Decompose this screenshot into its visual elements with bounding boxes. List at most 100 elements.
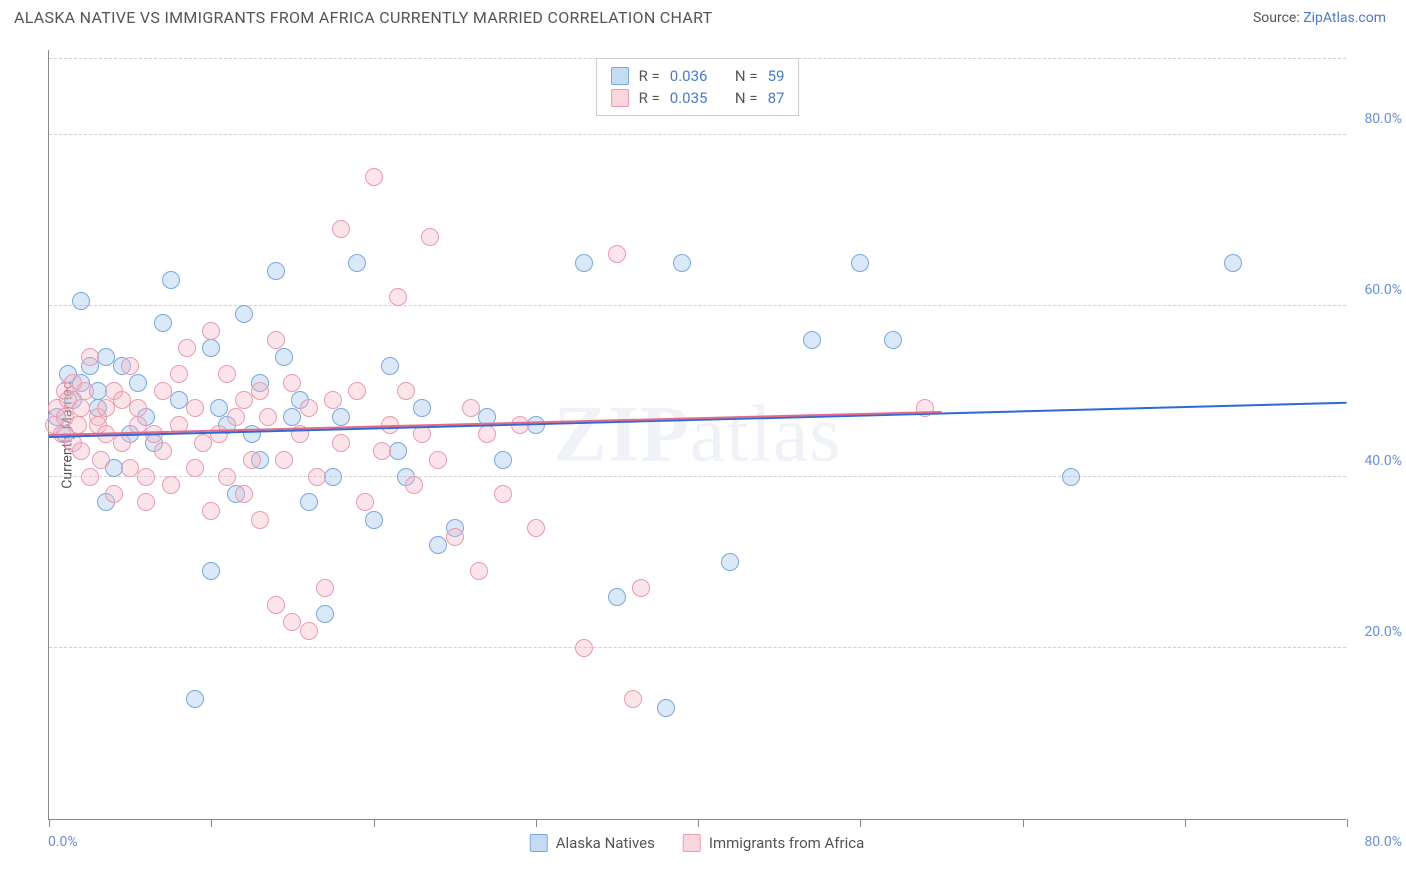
gridline (49, 476, 1346, 477)
data-point (202, 339, 220, 357)
data-point (113, 391, 131, 409)
data-point (186, 690, 204, 708)
data-point (632, 579, 650, 597)
swatch-africa-icon (611, 89, 629, 107)
data-point (405, 476, 423, 494)
plot-area: ZIPatlas R = 0.036 N = 59 R = 0.035 N = … (48, 50, 1346, 820)
data-point (1062, 468, 1080, 486)
legend-stats-row-a: R = 0.036 N = 59 (611, 65, 785, 87)
data-point (275, 451, 293, 469)
data-point (129, 374, 147, 392)
data-point (324, 468, 342, 486)
data-point (300, 399, 318, 417)
data-point (275, 348, 293, 366)
data-point (210, 399, 228, 417)
data-point (332, 434, 350, 452)
x-tick (1023, 819, 1024, 827)
data-point (494, 485, 512, 503)
gridline (49, 58, 1346, 59)
gridline (49, 134, 1346, 135)
data-point (316, 579, 334, 597)
y-tick-label: 20.0% (1364, 624, 1402, 640)
data-point (308, 468, 326, 486)
data-point (657, 699, 675, 717)
data-point (154, 382, 172, 400)
data-point (470, 562, 488, 580)
legend-label-alaska: Alaska Natives (556, 834, 655, 852)
data-point (446, 528, 464, 546)
data-point (348, 382, 366, 400)
legend-n-label: N = (735, 67, 758, 85)
data-point (575, 639, 593, 657)
x-axis-label-max: 80.0% (1364, 834, 1402, 850)
data-point (494, 451, 512, 469)
x-tick (1185, 819, 1186, 827)
data-point (210, 425, 228, 443)
data-point (121, 459, 139, 477)
data-point (162, 271, 180, 289)
legend-r-label: R = (639, 67, 660, 85)
legend-item-africa: Immigrants from Africa (683, 834, 864, 852)
swatch-alaska-icon (530, 834, 548, 852)
data-point (381, 357, 399, 375)
data-point (300, 622, 318, 640)
data-point (121, 357, 139, 375)
data-point (235, 391, 253, 409)
data-point (389, 288, 407, 306)
data-point (608, 588, 626, 606)
data-point (478, 425, 496, 443)
data-point (413, 399, 431, 417)
data-point (324, 391, 342, 409)
data-point (332, 408, 350, 426)
legend-r-value-b: 0.035 (670, 89, 708, 107)
data-point (202, 502, 220, 520)
data-point (267, 262, 285, 280)
data-point (154, 442, 172, 460)
legend-n-value-b: 87 (768, 89, 785, 107)
data-point (283, 408, 301, 426)
data-point (202, 562, 220, 580)
data-point (348, 254, 366, 272)
source-link[interactable]: ZipAtlas.com (1303, 10, 1386, 26)
data-point (81, 468, 99, 486)
data-point (462, 399, 480, 417)
gridline (49, 647, 1346, 648)
watermark: ZIPatlas (554, 389, 842, 480)
data-point (300, 493, 318, 511)
chart-title: ALASKA NATIVE VS IMMIGRANTS FROM AFRICA … (14, 8, 713, 27)
data-point (373, 442, 391, 460)
data-point (162, 476, 180, 494)
data-point (389, 442, 407, 460)
y-tick-label: 60.0% (1364, 282, 1402, 298)
data-point (421, 228, 439, 246)
data-point (608, 245, 626, 263)
data-point (97, 399, 115, 417)
data-point (283, 374, 301, 392)
data-point (673, 254, 691, 272)
legend-n-value-a: 59 (768, 67, 785, 85)
data-point (72, 399, 90, 417)
swatch-africa-icon (683, 834, 701, 852)
data-point (69, 416, 87, 434)
data-point (97, 348, 115, 366)
data-point (243, 451, 261, 469)
data-point (235, 485, 253, 503)
data-point (76, 382, 94, 400)
data-point (227, 408, 245, 426)
data-point (113, 434, 131, 452)
x-tick (49, 819, 50, 827)
x-tick (1347, 819, 1348, 827)
data-point (194, 434, 212, 452)
data-point (429, 451, 447, 469)
data-point (365, 168, 383, 186)
data-point (527, 416, 545, 434)
x-axis-label-min: 0.0% (48, 834, 78, 850)
data-point (186, 459, 204, 477)
source-prefix: Source: (1253, 10, 1303, 26)
source-label: Source: ZipAtlas.com (1253, 10, 1386, 26)
legend-label-africa: Immigrants from Africa (709, 834, 864, 852)
data-point (267, 596, 285, 614)
data-point (283, 613, 301, 631)
data-point (851, 254, 869, 272)
data-point (251, 382, 269, 400)
